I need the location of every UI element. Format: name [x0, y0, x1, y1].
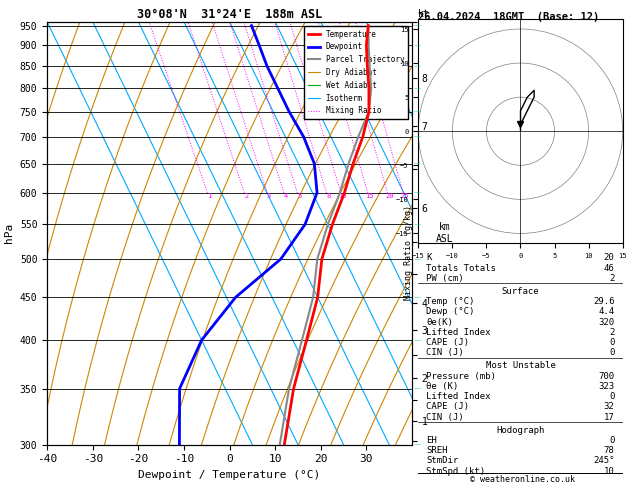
Text: 29.6: 29.6 [593, 297, 615, 306]
Text: 78: 78 [604, 446, 615, 455]
Text: 700: 700 [598, 372, 615, 381]
Text: 2: 2 [609, 328, 615, 337]
Text: 4: 4 [284, 193, 288, 199]
Legend: Temperature, Dewpoint, Parcel Trajectory, Dry Adiabat, Wet Adiabat, Isotherm, Mi: Temperature, Dewpoint, Parcel Trajectory… [304, 26, 408, 119]
Text: 46: 46 [604, 263, 615, 273]
Text: Mixing Ratio (g/kg): Mixing Ratio (g/kg) [404, 205, 413, 300]
Text: 245°: 245° [593, 456, 615, 466]
Text: —: — [413, 295, 420, 300]
Text: Pressure (mb): Pressure (mb) [426, 372, 496, 381]
Text: SREH: SREH [426, 446, 448, 455]
Text: CIN (J): CIN (J) [426, 413, 464, 422]
Text: Hodograph: Hodograph [496, 426, 545, 434]
Text: 0: 0 [609, 392, 615, 401]
Text: θe(K): θe(K) [426, 318, 454, 327]
Text: 8: 8 [326, 193, 331, 199]
Text: CAPE (J): CAPE (J) [426, 402, 469, 411]
Text: —: — [413, 23, 420, 29]
Text: 0: 0 [609, 338, 615, 347]
Text: —: — [413, 190, 420, 196]
Text: 32: 32 [604, 402, 615, 411]
Text: 2: 2 [244, 193, 248, 199]
Text: StmSpd (kt): StmSpd (kt) [426, 467, 486, 476]
Text: Dewp (°C): Dewp (°C) [426, 307, 475, 316]
Text: 320: 320 [598, 318, 615, 327]
Text: CAPE (J): CAPE (J) [426, 338, 469, 347]
Text: Totals Totals: Totals Totals [426, 263, 496, 273]
Text: 0: 0 [609, 436, 615, 445]
Text: 4.4: 4.4 [598, 307, 615, 316]
Text: 25: 25 [401, 193, 409, 199]
Text: 2: 2 [609, 274, 615, 283]
Text: 26.04.2024  18GMT  (Base: 12): 26.04.2024 18GMT (Base: 12) [418, 12, 599, 22]
Text: © weatheronline.co.uk: © weatheronline.co.uk [470, 474, 574, 484]
Text: StmDir: StmDir [426, 456, 459, 466]
Text: 20: 20 [385, 193, 394, 199]
Title: 30°08'N  31°24'E  188m ASL: 30°08'N 31°24'E 188m ASL [137, 8, 322, 21]
Text: —: — [413, 63, 420, 69]
Text: EH: EH [426, 436, 437, 445]
X-axis label: Dewpoint / Temperature (°C): Dewpoint / Temperature (°C) [138, 470, 321, 480]
Text: —: — [413, 161, 420, 167]
Text: —: — [413, 85, 420, 91]
Text: 17: 17 [604, 413, 615, 422]
Text: 1: 1 [208, 193, 211, 199]
Text: —: — [413, 337, 420, 343]
Text: —: — [413, 386, 420, 392]
Text: θe (K): θe (K) [426, 382, 459, 391]
Text: —: — [413, 256, 420, 262]
Text: Surface: Surface [502, 287, 539, 296]
Text: PW (cm): PW (cm) [426, 274, 464, 283]
Text: 0: 0 [609, 348, 615, 357]
Text: 5: 5 [297, 193, 301, 199]
Text: 323: 323 [598, 382, 615, 391]
Text: 20: 20 [604, 253, 615, 262]
Y-axis label: km
ASL: km ASL [435, 223, 453, 244]
Text: 10: 10 [338, 193, 347, 199]
Text: —: — [413, 108, 420, 115]
Text: kt: kt [418, 9, 430, 18]
Text: 15: 15 [365, 193, 374, 199]
Text: Most Unstable: Most Unstable [486, 362, 555, 370]
Text: Lifted Index: Lifted Index [426, 392, 491, 401]
Text: K: K [426, 253, 432, 262]
Y-axis label: hPa: hPa [4, 223, 14, 243]
Text: —: — [413, 42, 420, 48]
Text: 10: 10 [604, 467, 615, 476]
Text: CIN (J): CIN (J) [426, 348, 464, 357]
Text: —: — [413, 221, 420, 227]
Text: 3: 3 [267, 193, 271, 199]
Text: Temp (°C): Temp (°C) [426, 297, 475, 306]
Text: —: — [413, 134, 420, 139]
Text: Lifted Index: Lifted Index [426, 328, 491, 337]
Text: —: — [413, 442, 420, 448]
